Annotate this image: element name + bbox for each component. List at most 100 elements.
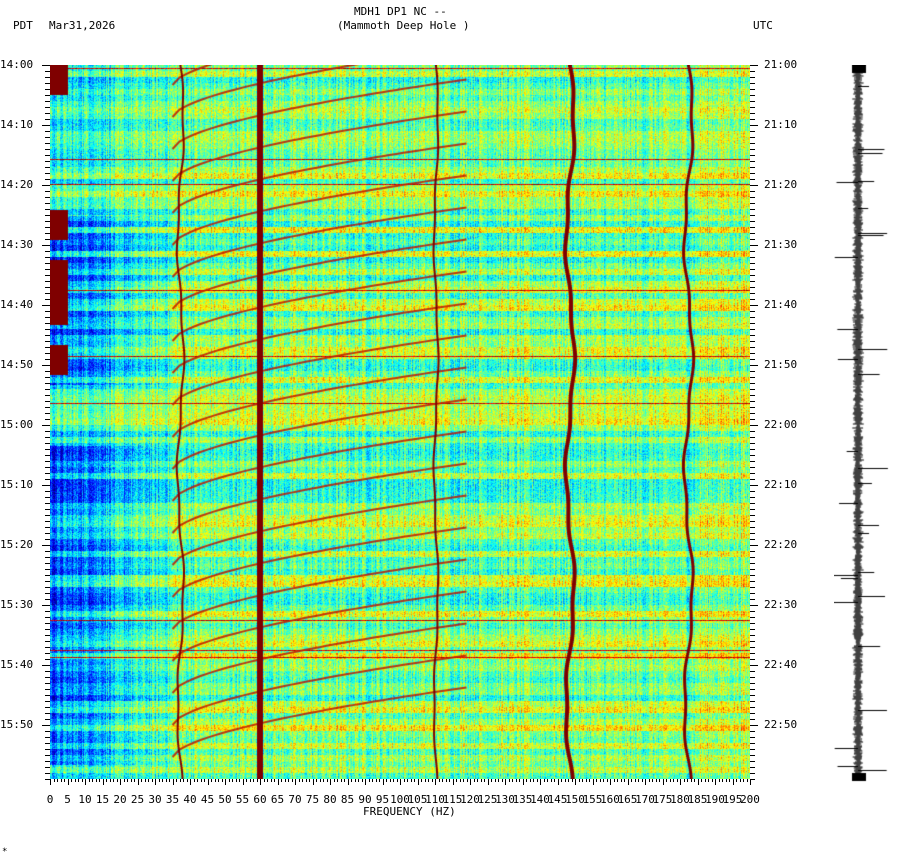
y-tick-left: [42, 365, 50, 366]
x-label: 100: [390, 793, 410, 806]
x-tick: [593, 779, 594, 785]
x-tick: [57, 779, 58, 782]
x-label: 155: [582, 793, 603, 806]
x-tick: [260, 779, 261, 785]
x-tick: [708, 779, 709, 782]
y-tick-right: [750, 497, 755, 498]
x-tick: [138, 779, 139, 785]
y-tick-right: [750, 371, 755, 372]
x-tick: [278, 779, 279, 785]
y-tick-right: [750, 137, 755, 138]
y-tick-left: [45, 383, 50, 384]
y-tick-left: [45, 389, 50, 390]
x-tick: [610, 779, 611, 785]
y-tick-right: [750, 479, 755, 480]
x-tick: [239, 779, 240, 782]
y-tick-left: [45, 779, 50, 780]
seismogram-canvas: [834, 65, 896, 785]
x-tick: [715, 779, 716, 785]
y-tick-left: [45, 767, 50, 768]
y-tick-right: [750, 509, 755, 510]
y-label-left: 14:40: [0, 298, 34, 311]
y-tick-right: [750, 485, 758, 486]
x-tick: [726, 779, 727, 782]
y-tick-right: [750, 749, 755, 750]
y-label-right: 21:40: [764, 298, 798, 311]
y-label-right: 21:30: [764, 238, 798, 251]
y-tick-right: [750, 71, 755, 72]
y-label-right: 22:30: [764, 598, 798, 611]
y-tick-left: [45, 599, 50, 600]
y-tick-left: [42, 545, 50, 546]
y-tick-right: [750, 773, 755, 774]
x-tick: [285, 779, 286, 782]
x-tick: [264, 779, 265, 782]
x-tick: [481, 779, 482, 782]
y-tick-right: [750, 275, 755, 276]
x-tick: [582, 779, 583, 782]
x-tick: [341, 779, 342, 782]
y-tick-right: [750, 251, 755, 252]
y-tick-left: [45, 71, 50, 72]
x-tick: [502, 779, 503, 782]
x-tick: [404, 779, 405, 782]
y-tick-right: [750, 359, 755, 360]
y-tick-right: [750, 299, 755, 300]
x-tick: [656, 779, 657, 782]
y-tick-left: [45, 617, 50, 618]
y-tick-left: [45, 467, 50, 468]
y-tick-right: [750, 671, 755, 672]
x-tick: [320, 779, 321, 782]
x-tick: [607, 779, 608, 782]
x-label: 145: [547, 793, 568, 806]
x-tick: [516, 779, 517, 782]
y-tick-left: [45, 323, 50, 324]
y-tick-left: [45, 737, 50, 738]
y-tick-left: [45, 89, 50, 90]
x-tick: [509, 779, 510, 782]
x-tick: [642, 779, 643, 782]
y-tick-left: [45, 131, 50, 132]
x-tick: [446, 779, 447, 782]
x-tick: [110, 779, 111, 782]
x-tick: [131, 779, 132, 782]
x-tick: [495, 779, 496, 782]
y-tick-left: [45, 509, 50, 510]
x-tick: [705, 779, 706, 782]
x-tick: [684, 779, 685, 782]
x-tick: [467, 779, 468, 782]
x-tick: [624, 779, 625, 782]
y-tick-left: [45, 755, 50, 756]
y-tick-right: [750, 383, 755, 384]
x-tick: [351, 779, 352, 782]
x-tick: [589, 779, 590, 782]
x-tick: [173, 779, 174, 785]
y-tick-right: [750, 557, 755, 558]
x-tick: [383, 779, 384, 785]
y-tick-right: [750, 347, 755, 348]
y-tick-right: [750, 719, 755, 720]
y-tick-left: [45, 137, 50, 138]
y-tick-left: [45, 473, 50, 474]
y-tick-left: [45, 419, 50, 420]
x-tick: [120, 779, 121, 785]
y-label-left: 14:30: [0, 238, 34, 251]
y-tick-right: [750, 635, 755, 636]
y-tick-right: [750, 467, 755, 468]
x-tick: [680, 779, 681, 785]
y-tick-right: [750, 677, 755, 678]
x-tick: [670, 779, 671, 782]
x-tick: [82, 779, 83, 782]
y-tick-left: [45, 773, 50, 774]
y-tick-right: [750, 683, 755, 684]
x-label: 135: [512, 793, 533, 806]
x-tick: [169, 779, 170, 782]
y-tick-right: [750, 767, 755, 768]
y-tick-left: [45, 257, 50, 258]
x-label: 80: [323, 793, 337, 806]
y-tick-right: [750, 743, 755, 744]
x-tick: [484, 779, 485, 782]
x-tick: [246, 779, 247, 782]
x-tick: [659, 779, 660, 782]
x-tick: [337, 779, 338, 782]
